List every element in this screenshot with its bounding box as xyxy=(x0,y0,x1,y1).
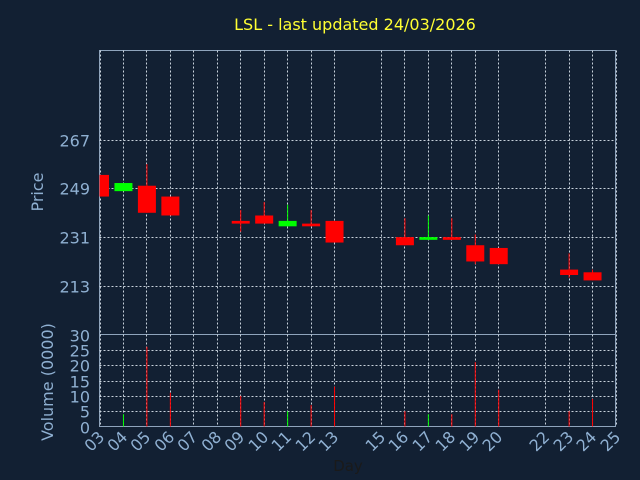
price-grid xyxy=(99,50,617,335)
day-axis-label: Day xyxy=(333,457,363,475)
price-tick-label: 249 xyxy=(59,180,90,199)
price-tick-label: 231 xyxy=(59,229,90,248)
price-plot-frame xyxy=(99,50,616,335)
candle-body xyxy=(302,223,321,227)
price-y-ticks: 213 231 249 267 xyxy=(59,132,90,297)
candle-body xyxy=(255,215,274,224)
volume-plot-frame xyxy=(99,334,616,427)
candle-body xyxy=(489,247,508,265)
candle-body xyxy=(395,237,414,246)
candle-body xyxy=(583,272,602,281)
volume-tick-label: 30 xyxy=(70,327,90,346)
candle-body xyxy=(560,269,579,275)
price-axis-label: Price xyxy=(28,172,47,211)
x-tick-label: 13 xyxy=(314,427,342,455)
candle-body xyxy=(325,220,344,243)
chart-title: LSL - last updated 24/03/2026 xyxy=(234,15,476,34)
candle-body xyxy=(99,174,109,197)
candle-body xyxy=(419,237,438,240)
candle-body xyxy=(114,183,133,192)
volume-series xyxy=(122,346,594,427)
price-tick-label: 213 xyxy=(59,278,90,297)
price-tick-label: 267 xyxy=(59,132,90,151)
volume-tick-label: 0 xyxy=(80,419,90,438)
volume-tick-label: 10 xyxy=(70,388,90,407)
volume-axis-label: Volume (0000) xyxy=(38,323,57,441)
volume-tick-label: 20 xyxy=(70,357,90,376)
candlestick-series xyxy=(99,164,602,281)
candle-body xyxy=(231,220,250,224)
volume-grid xyxy=(99,334,617,427)
candle-body xyxy=(161,196,180,216)
volume-tick-label: 5 xyxy=(80,403,90,422)
candle-body xyxy=(137,185,156,213)
candle-body xyxy=(442,237,461,240)
x-tick-label: 25 xyxy=(596,427,624,455)
volume-tick-label: 15 xyxy=(70,373,90,392)
volume-tick-label: 25 xyxy=(70,342,90,361)
candle-body xyxy=(278,220,297,227)
candle-body xyxy=(466,245,485,262)
x-tick-label: 20 xyxy=(478,427,506,455)
